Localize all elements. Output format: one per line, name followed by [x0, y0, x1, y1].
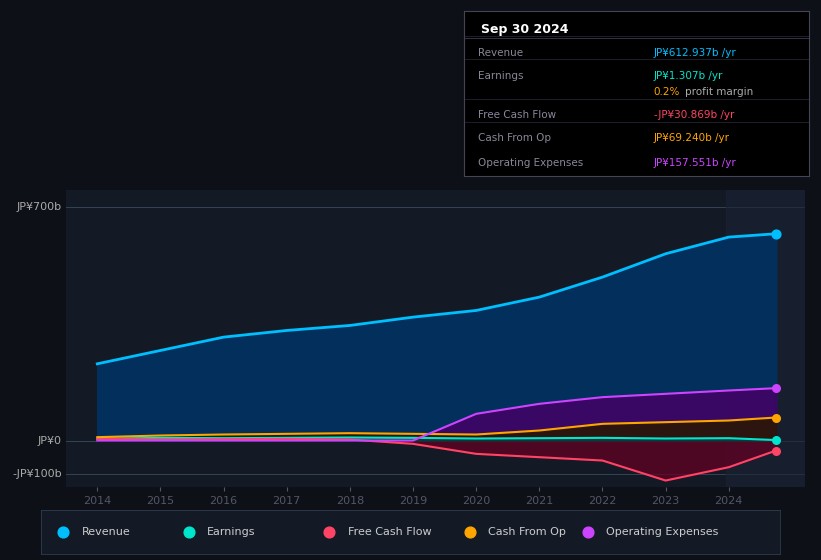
Point: [323, 528, 336, 536]
Point: [769, 384, 782, 393]
Text: Sep 30 2024: Sep 30 2024: [481, 23, 569, 36]
Point: [769, 446, 782, 455]
Text: Cash From Op: Cash From Op: [478, 133, 551, 143]
Text: JP¥1.307b /yr: JP¥1.307b /yr: [654, 71, 723, 81]
Text: profit margin: profit margin: [685, 87, 753, 97]
Text: JP¥612.937b /yr: JP¥612.937b /yr: [654, 48, 736, 58]
Text: Free Cash Flow: Free Cash Flow: [478, 110, 556, 120]
Point: [182, 528, 195, 536]
Point: [463, 528, 476, 536]
Text: JP¥157.551b /yr: JP¥157.551b /yr: [654, 158, 736, 168]
Text: Revenue: Revenue: [82, 527, 131, 537]
Text: Earnings: Earnings: [208, 527, 256, 537]
Bar: [726, 190, 805, 487]
Point: [769, 436, 782, 445]
Text: Free Cash Flow: Free Cash Flow: [348, 527, 431, 537]
Text: JP¥0: JP¥0: [38, 436, 62, 446]
Point: [57, 528, 70, 536]
Text: Revenue: Revenue: [478, 48, 523, 58]
Text: Earnings: Earnings: [478, 71, 523, 81]
Point: [581, 528, 594, 536]
Text: -JP¥30.869b /yr: -JP¥30.869b /yr: [654, 110, 734, 120]
Text: JP¥700b: JP¥700b: [17, 202, 62, 212]
Text: Operating Expenses: Operating Expenses: [478, 158, 583, 168]
Text: Cash From Op: Cash From Op: [488, 527, 566, 537]
Text: Operating Expenses: Operating Expenses: [606, 527, 718, 537]
Point: [769, 413, 782, 422]
Text: -JP¥100b: -JP¥100b: [12, 469, 62, 479]
Point: [769, 229, 782, 238]
Text: 0.2%: 0.2%: [654, 87, 680, 97]
Text: JP¥69.240b /yr: JP¥69.240b /yr: [654, 133, 730, 143]
